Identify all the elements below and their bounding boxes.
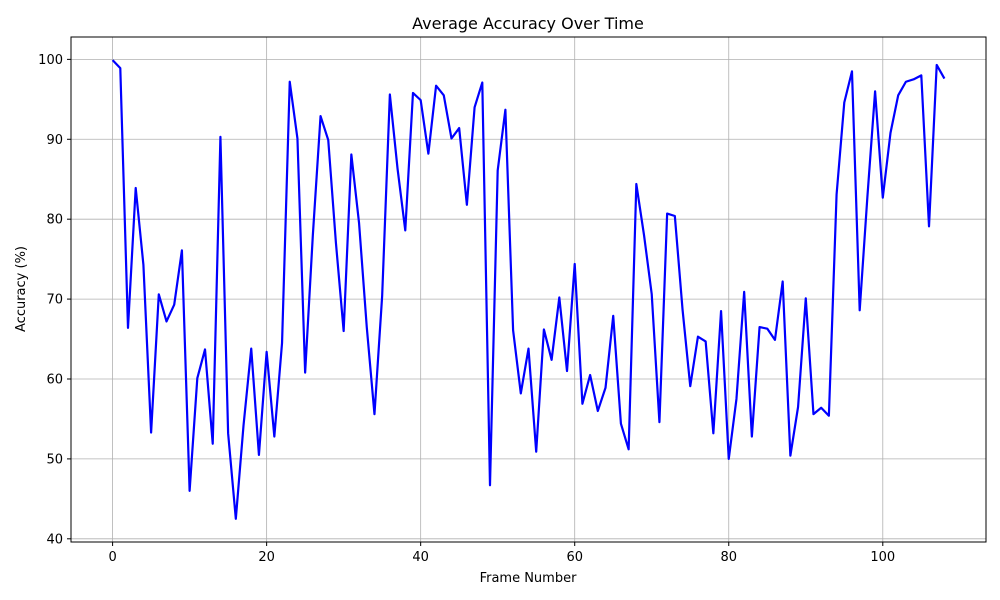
chart-title: Average Accuracy Over Time xyxy=(412,14,644,33)
x-tick-label: 40 xyxy=(412,550,429,565)
x-axis-label: Frame Number xyxy=(480,571,578,586)
y-axis-label: Accuracy (%) xyxy=(14,246,29,332)
x-tick-label: 20 xyxy=(258,550,275,565)
accuracy-series-line xyxy=(111,59,946,520)
axis-ticks: 0 20 40 60 80 100 40 50 60 70 80 90 100 xyxy=(38,53,895,565)
x-tick-label: 100 xyxy=(870,550,895,565)
y-tick-label: 40 xyxy=(46,532,63,547)
x-tick-label: 60 xyxy=(566,550,583,565)
y-tick-label: 50 xyxy=(46,452,63,467)
series-layer xyxy=(111,59,946,520)
y-tick-label: 90 xyxy=(46,133,63,148)
plot-area-frame xyxy=(70,36,987,543)
y-tick-label: 70 xyxy=(46,293,63,308)
x-tick-label: 0 xyxy=(108,550,116,565)
y-tick-label: 60 xyxy=(46,372,63,387)
x-tick-label: 80 xyxy=(720,550,737,565)
y-tick-label: 100 xyxy=(38,53,63,68)
y-tick-label: 80 xyxy=(46,213,63,228)
